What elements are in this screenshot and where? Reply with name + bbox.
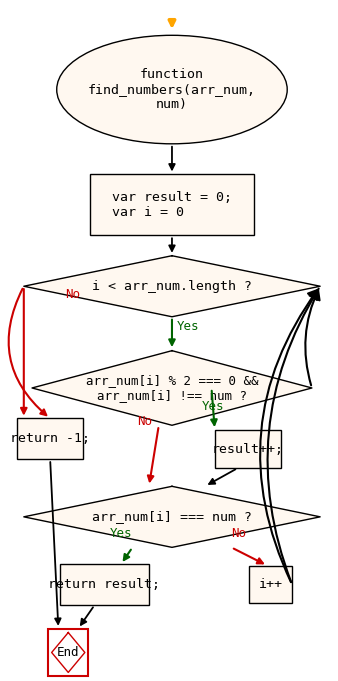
Text: Yes: Yes <box>201 400 224 413</box>
Text: No: No <box>65 289 80 302</box>
Text: var result = 0;
var i = 0: var result = 0; var i = 0 <box>112 191 232 219</box>
Text: End: End <box>57 646 79 659</box>
Text: Yes: Yes <box>110 527 132 540</box>
FancyBboxPatch shape <box>17 419 83 459</box>
Text: arr_num[i] % 2 === 0 &&
arr_num[i] !== num ?: arr_num[i] % 2 === 0 && arr_num[i] !== n… <box>86 374 258 402</box>
Text: Yes: Yes <box>177 320 199 333</box>
Text: No: No <box>138 415 152 428</box>
FancyBboxPatch shape <box>60 565 149 605</box>
Text: i++: i++ <box>259 578 283 591</box>
FancyBboxPatch shape <box>249 566 292 603</box>
FancyBboxPatch shape <box>90 174 254 236</box>
Text: function
find_numbers(arr_num,
num): function find_numbers(arr_num, num) <box>88 68 256 111</box>
Text: result++;: result++; <box>212 443 284 456</box>
Polygon shape <box>24 486 320 548</box>
Text: No: No <box>231 527 246 540</box>
Text: i < arr_num.length ?: i < arr_num.length ? <box>92 280 252 293</box>
Text: return result;: return result; <box>48 578 161 591</box>
Polygon shape <box>32 351 312 425</box>
Text: arr_num[i] === num ?: arr_num[i] === num ? <box>92 510 252 523</box>
FancyArrowPatch shape <box>305 290 319 385</box>
Text: return -1;: return -1; <box>10 432 90 445</box>
FancyArrowPatch shape <box>260 290 317 582</box>
Polygon shape <box>24 256 320 317</box>
FancyBboxPatch shape <box>48 629 88 676</box>
FancyBboxPatch shape <box>215 430 281 468</box>
Ellipse shape <box>57 35 287 144</box>
